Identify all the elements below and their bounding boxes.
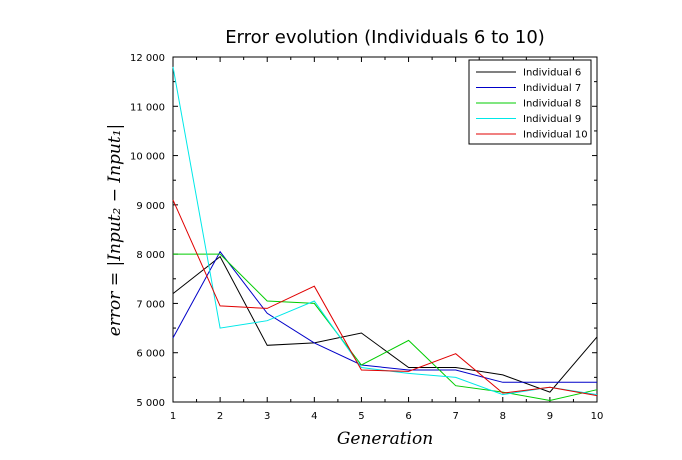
legend-label: Individual 9: [523, 114, 581, 125]
legend-box: [468, 59, 592, 145]
legend-label: Individual 8: [523, 99, 581, 110]
series-line-2: [172, 250, 597, 383]
x-tick-label: 7: [452, 411, 458, 422]
legend: Individual 6 Individual 7 Individual 8 Indi…: [468, 59, 592, 145]
series-line-1: [172, 255, 598, 393]
x-tick-label: 10: [591, 411, 604, 422]
chart-title: Error evolution (Individuals 6 to 10): [225, 27, 545, 48]
series-line-5: [172, 199, 598, 397]
y-axis-label: error = |Input₂ − Input₁|: [105, 124, 125, 337]
legend-label: Individual 6: [523, 68, 581, 79]
series-lines: [172, 66, 598, 402]
y-tick-labels: 5 000 6 000 7 000 8 000 9 000 10 000 11 000 12 …: [130, 53, 165, 409]
x-axis-label: Generation: [337, 429, 433, 449]
x-tick-label: 6: [405, 411, 411, 422]
x-tick-label: 2: [217, 411, 223, 422]
x-tick-labels: 1 2 3 4 5 6 7 8 9 10: [170, 411, 604, 422]
y-tick-label: 5 000: [136, 398, 165, 409]
x-tick-label: 4: [311, 411, 317, 422]
y-tick-label: 7 000: [136, 299, 165, 310]
y-tick-label: 6 000: [136, 349, 165, 360]
y-tick-label: 9 000: [136, 201, 165, 212]
x-tick-label: 5: [358, 411, 364, 422]
x-tick-label: 8: [500, 411, 506, 422]
x-tick-label: 9: [547, 411, 553, 422]
series-line-3: [173, 253, 598, 402]
legend-label: Individual 10: [523, 130, 588, 141]
axis-ticks: [172, 56, 598, 403]
y-tick-label: 12 000: [130, 53, 165, 64]
y-tick-label: 11 000: [130, 102, 165, 113]
y-tick-label: 10 000: [130, 152, 165, 163]
x-tick-label: 3: [264, 411, 270, 422]
y-tick-label: 8 000: [136, 250, 165, 261]
x-tick-label: 1: [170, 411, 176, 422]
legend-label: Individual 7: [523, 83, 581, 94]
